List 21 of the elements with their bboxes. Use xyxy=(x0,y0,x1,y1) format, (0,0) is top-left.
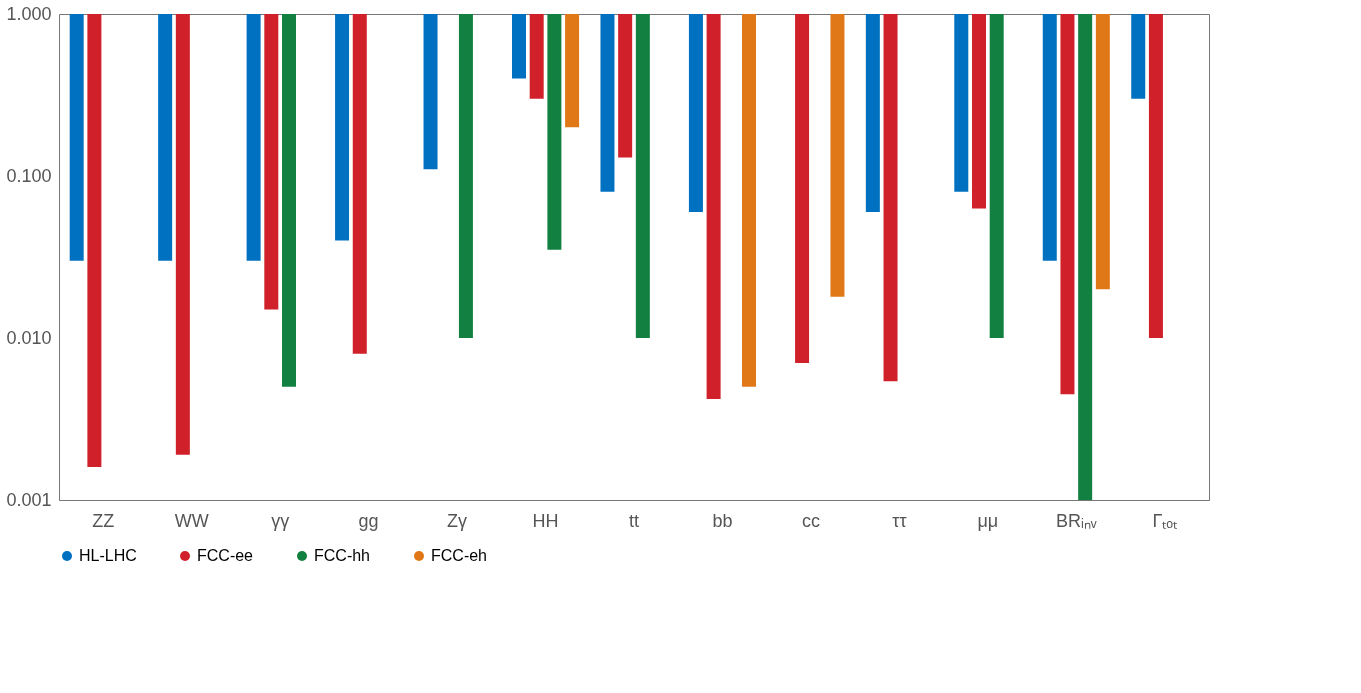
y-tick-label: 0.001 xyxy=(6,489,52,510)
x-tick-label: tt xyxy=(628,510,640,531)
y-tick-label: 1.000 xyxy=(6,3,52,24)
legend-label: HL-LHC xyxy=(79,547,137,564)
x-tick-label: gg xyxy=(358,510,379,531)
x-tick-label: BRᵢₙᵥ xyxy=(1056,510,1097,531)
y-tick-label: 0.010 xyxy=(6,327,52,348)
x-tick-label: Γₜₒₜ xyxy=(1152,510,1178,531)
legend-label: FCC-eh xyxy=(431,547,488,564)
x-tick-label: HH xyxy=(532,510,559,531)
x-tick-label: ττ xyxy=(892,510,907,531)
x-tick-label: μμ xyxy=(977,510,999,531)
legend-label: FCC-hh xyxy=(314,547,371,564)
x-tick-label: γγ xyxy=(271,510,290,531)
x-tick-label: WW xyxy=(174,510,209,531)
x-tick-label: ZZ xyxy=(92,510,115,531)
x-tick-label: Zγ xyxy=(447,510,468,531)
x-tick-label: bb xyxy=(712,510,733,531)
y-tick-label: 0.100 xyxy=(6,165,52,186)
legend-label: FCC-ee xyxy=(197,547,254,564)
x-tick-label: cc xyxy=(801,510,820,531)
